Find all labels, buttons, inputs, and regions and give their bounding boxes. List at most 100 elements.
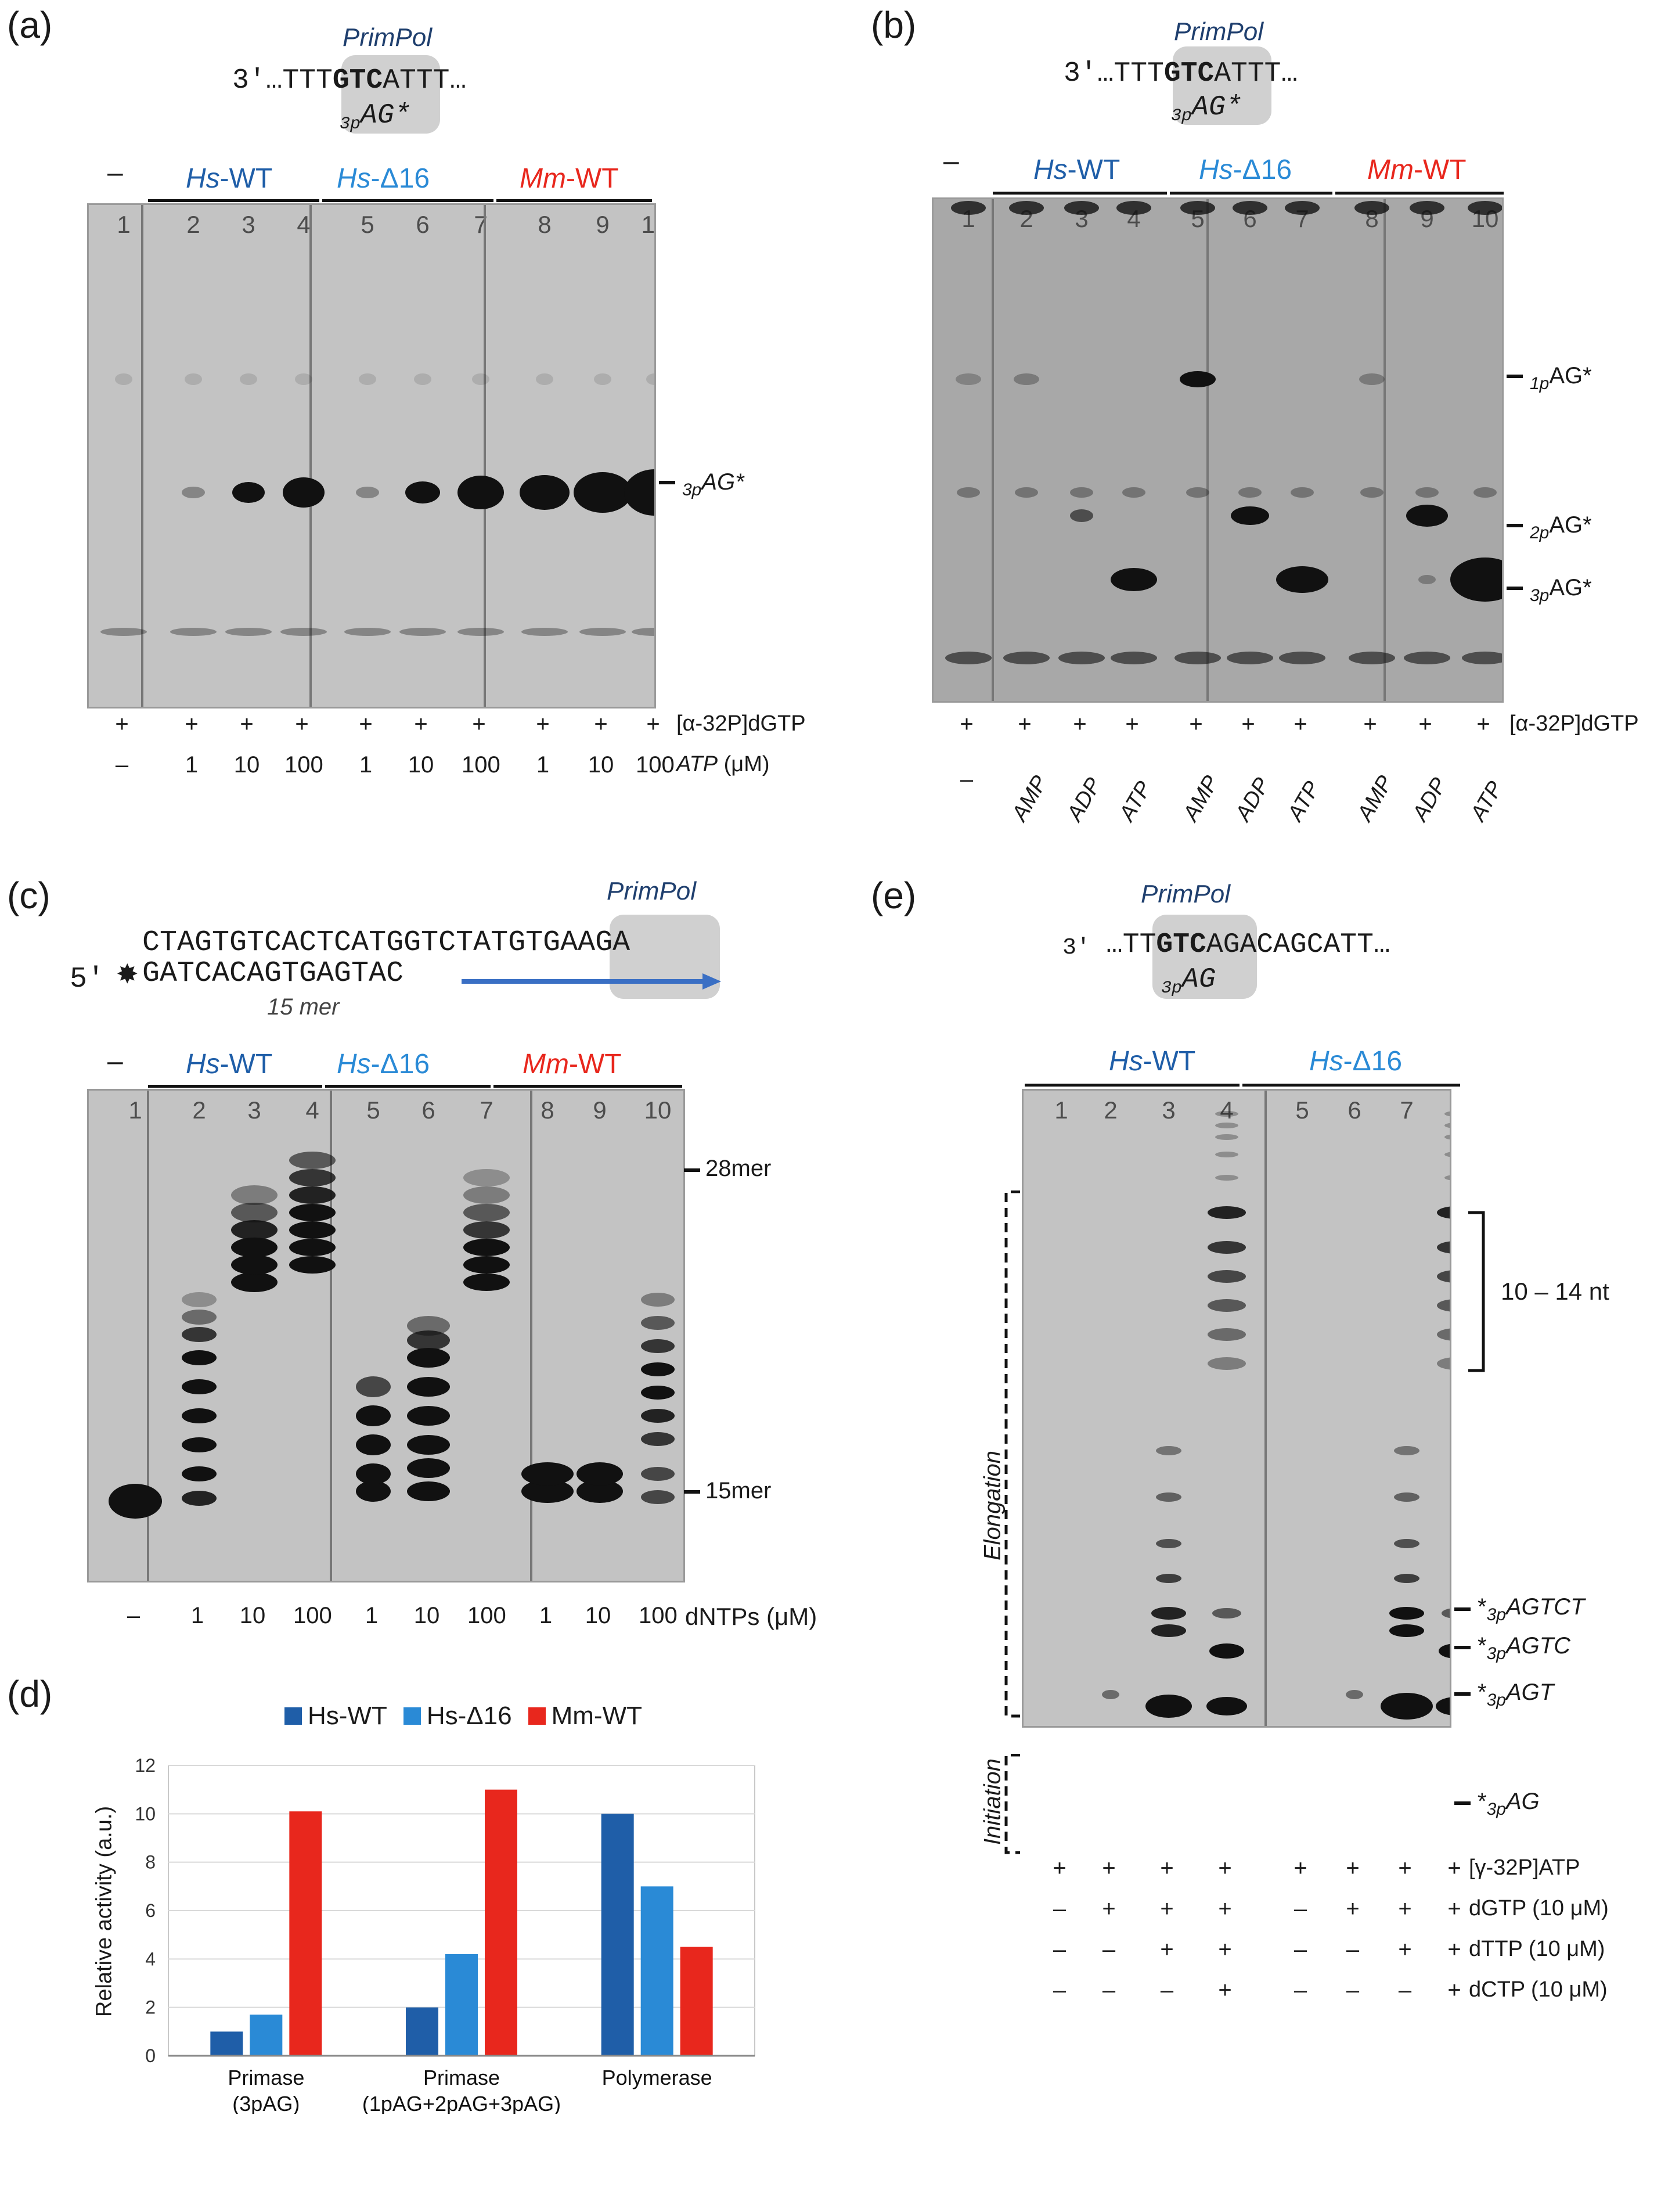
- gel-band: [1404, 652, 1450, 664]
- panel-c-group-1-species: Hs: [186, 1049, 220, 1080]
- panel-c-group-3-species: Mm: [523, 1049, 569, 1080]
- lane-number: 8: [1439, 1096, 1450, 1124]
- gel-band: [1444, 1123, 1450, 1128]
- gel-band: [1227, 652, 1273, 664]
- panel-a-group-hs-wt: Hs-WT: [186, 163, 272, 195]
- panel-b-row1-value: +: [1294, 711, 1307, 737]
- gel-band: [1014, 373, 1039, 385]
- panel-e-band-label-2-pre: *: [1478, 1633, 1487, 1659]
- gel-band: [1209, 1643, 1244, 1659]
- lane-number: 4: [305, 1096, 319, 1124]
- gel-band: [1415, 487, 1439, 498]
- gel-band: [1231, 506, 1269, 525]
- panel-a-product-text: AG*: [361, 100, 411, 131]
- panel-c-row-value: 100: [293, 1603, 332, 1628]
- gel-band: [115, 373, 132, 385]
- panel-b-row1-value: +: [1418, 711, 1432, 737]
- gel-band: [1151, 1624, 1186, 1637]
- gel-band: [1381, 1693, 1433, 1720]
- panel-b-row1-value: +: [1018, 711, 1032, 737]
- gel-band: [240, 373, 257, 385]
- gel-band: [356, 1405, 391, 1426]
- gel-band: [182, 1310, 217, 1325]
- gel-band: [1442, 1608, 1450, 1618]
- gel-band: [1215, 1123, 1238, 1128]
- panel-e-row-value: +: [1398, 1855, 1412, 1881]
- panel-e-row-label: dCTP (10 μM): [1469, 1977, 1608, 2002]
- chart-ytick-label: 10: [135, 1803, 156, 1824]
- panel-e-primpol-shade: [1152, 915, 1257, 999]
- panel-b-row1-value: +: [1241, 711, 1255, 737]
- lane-number: 2: [186, 211, 200, 238]
- panel-e-elongation-label: Elongation: [979, 1450, 1006, 1561]
- panel-c-row-value: 10: [585, 1603, 611, 1628]
- panel-a-dash: –: [107, 157, 123, 188]
- panel-e-underline-2: [1242, 1084, 1460, 1087]
- panel-a-band-label-text: AG*: [701, 469, 744, 495]
- gel-band: [1212, 1608, 1241, 1618]
- panel-b-underline-3: [1335, 192, 1504, 195]
- panel-e-row-value: –: [1294, 1937, 1307, 1962]
- gel-band: [1180, 371, 1216, 387]
- gel-band: [646, 373, 654, 385]
- panel-b-row1-value: +: [1189, 711, 1203, 737]
- gel-band: [1279, 652, 1325, 664]
- chart-bar: [445, 1954, 478, 2056]
- gel-band: [463, 1169, 510, 1186]
- panel-e-band-label-1-text: AGTCT: [1505, 1594, 1585, 1620]
- legend-swatch: [284, 1707, 302, 1725]
- panel-b-row1-value: +: [1073, 711, 1087, 737]
- panel-c-group-2-species: Hs: [337, 1049, 371, 1080]
- gel-band: [1418, 575, 1436, 584]
- gel-band: [1437, 1241, 1450, 1254]
- panel-c-primer: GATCACAGTGAGTAC: [142, 957, 404, 990]
- panel-e-row-value: +: [1398, 1937, 1412, 1962]
- gel-band: [356, 1463, 391, 1484]
- panel-b-band-label-1-sub: 1p: [1530, 374, 1550, 393]
- panel-a-group-1-name: -WT: [219, 163, 273, 194]
- chart-bar: [210, 2031, 243, 2056]
- gel-band: [407, 1481, 450, 1501]
- panel-a-label: (a): [7, 4, 53, 46]
- panel-e-band-label-4-pre: *: [1478, 1789, 1487, 1814]
- panel-a-row1-value: +: [414, 711, 428, 737]
- gel-band: [1437, 1299, 1450, 1312]
- panel-c-group-hs-wt: Hs-WT: [186, 1048, 272, 1080]
- gel-band: [100, 628, 147, 636]
- lane-divider: [1264, 1091, 1267, 1726]
- panel-e-group-hs-d16: Hs-Δ16: [1309, 1045, 1402, 1077]
- panel-e-template-prefix: 3′: [1062, 935, 1091, 961]
- panel-a-group-mm-wt: Mm-WT: [520, 163, 619, 195]
- gel-band: [463, 1256, 510, 1274]
- gel-band: [1233, 201, 1267, 215]
- gel-band: [1070, 509, 1093, 522]
- panel-e-row-value: +: [1346, 1896, 1360, 1922]
- panel-a-row2-value: 100: [462, 752, 500, 778]
- gel-band: [574, 472, 632, 513]
- panel-e-row-value: +: [1346, 1855, 1360, 1881]
- chart-category-label: Primase: [228, 2066, 304, 2089]
- panel-a-row1-label: [α-32P]dGTP: [676, 711, 806, 736]
- gel-band: [1156, 1446, 1181, 1455]
- lane-number: 6: [421, 1096, 435, 1124]
- gel-band: [520, 475, 570, 510]
- panel-b-enzyme: PrimPol: [1174, 17, 1264, 46]
- gel-band: [463, 1239, 510, 1256]
- lane-number: 8: [541, 1096, 554, 1124]
- gel-band: [957, 487, 980, 498]
- gel-band: [280, 628, 327, 636]
- panel-b-underline-1: [993, 192, 1167, 195]
- gel-band: [1346, 1690, 1363, 1699]
- panel-a-group-1-species: Hs: [186, 163, 220, 194]
- gel-band: [536, 373, 553, 385]
- gel-band: [1215, 1175, 1238, 1181]
- chart-ytick-label: 8: [145, 1852, 156, 1873]
- panel-c-marker-bottom: 15mer: [705, 1478, 772, 1504]
- chart-bar: [640, 1886, 673, 2056]
- gel-band: [231, 1185, 278, 1205]
- panel-e-row-value: +: [1102, 1896, 1116, 1922]
- lane-number: 10: [644, 1096, 672, 1124]
- panel-a-row1-value: +: [185, 711, 199, 737]
- gel-band: [1444, 1175, 1450, 1181]
- gel-band: [1389, 1607, 1424, 1620]
